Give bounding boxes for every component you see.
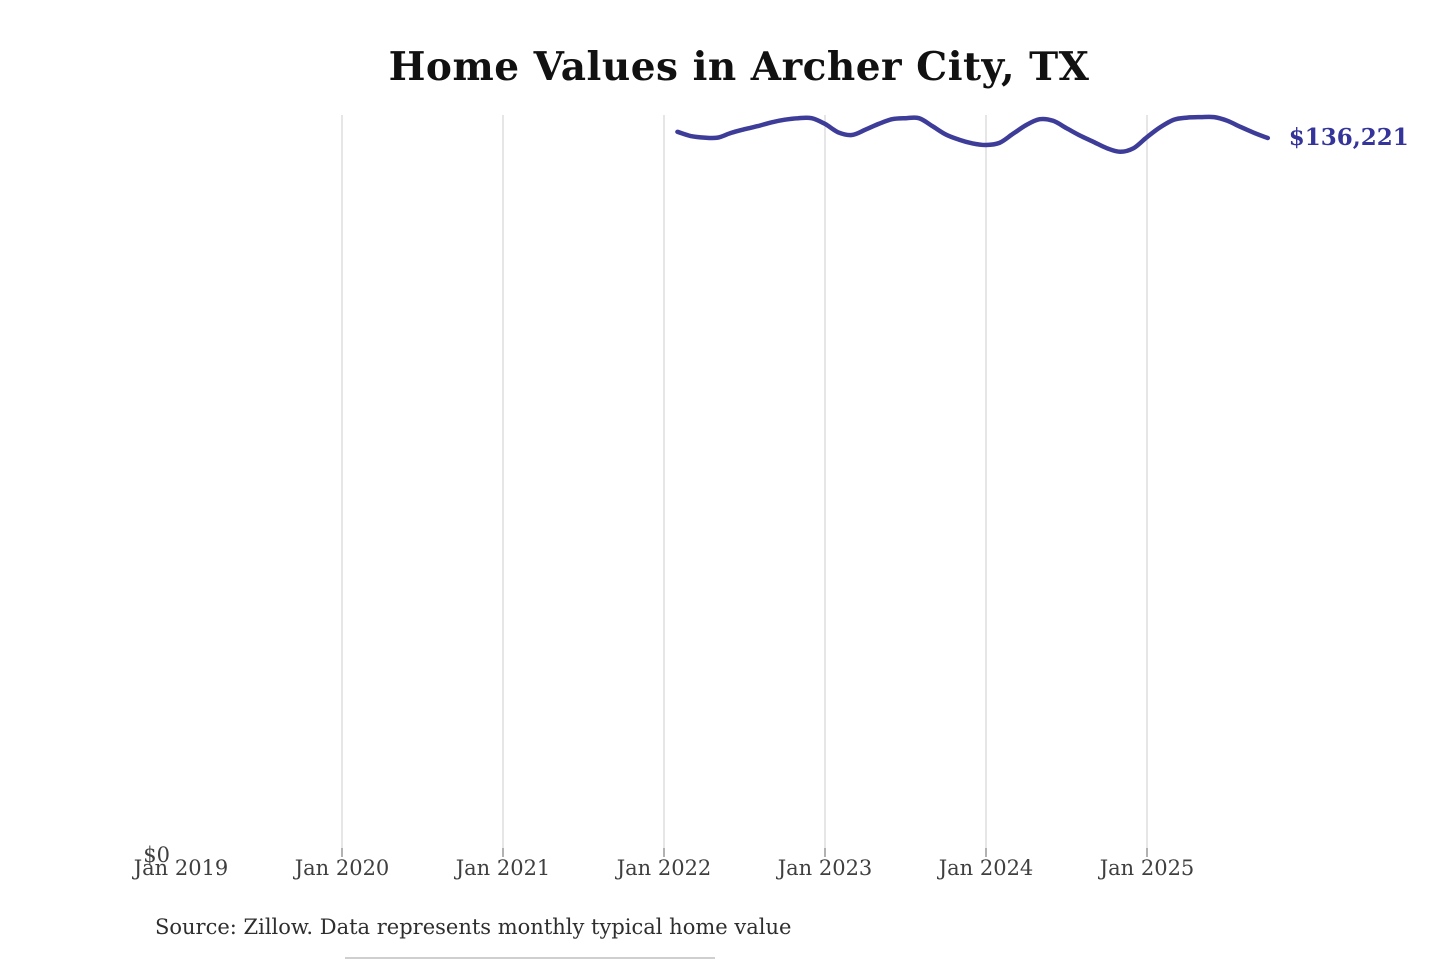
x-axis-label-jan-2022: Jan 2022 bbox=[616, 856, 712, 880]
x-axis-label-jan-2023: Jan 2023 bbox=[777, 856, 873, 880]
axis-ticks-group bbox=[341, 848, 1148, 857]
clipped-bottom-artifact bbox=[345, 957, 715, 959]
y-axis-zero-label: $0 bbox=[143, 843, 170, 867]
x-axis-label-jan-2024: Jan 2024 bbox=[938, 856, 1034, 880]
chart-title: Home Values in Archer City, TX bbox=[388, 44, 1090, 90]
x-axis-label-jan-2025: Jan 2025 bbox=[1099, 856, 1195, 880]
x-axis-label-jan-2021: Jan 2021 bbox=[455, 856, 551, 880]
home-value-line-series bbox=[675, 114, 1271, 155]
latest-value-label: $136,221 bbox=[1288, 124, 1409, 152]
x-axis-label-jan-2019: Jan 2019 bbox=[133, 856, 229, 880]
source-note: Source: Zillow. Data represents monthly … bbox=[155, 915, 792, 939]
x-axis-label-jan-2020: Jan 2020 bbox=[294, 856, 390, 880]
gridlines-group bbox=[341, 115, 1148, 848]
